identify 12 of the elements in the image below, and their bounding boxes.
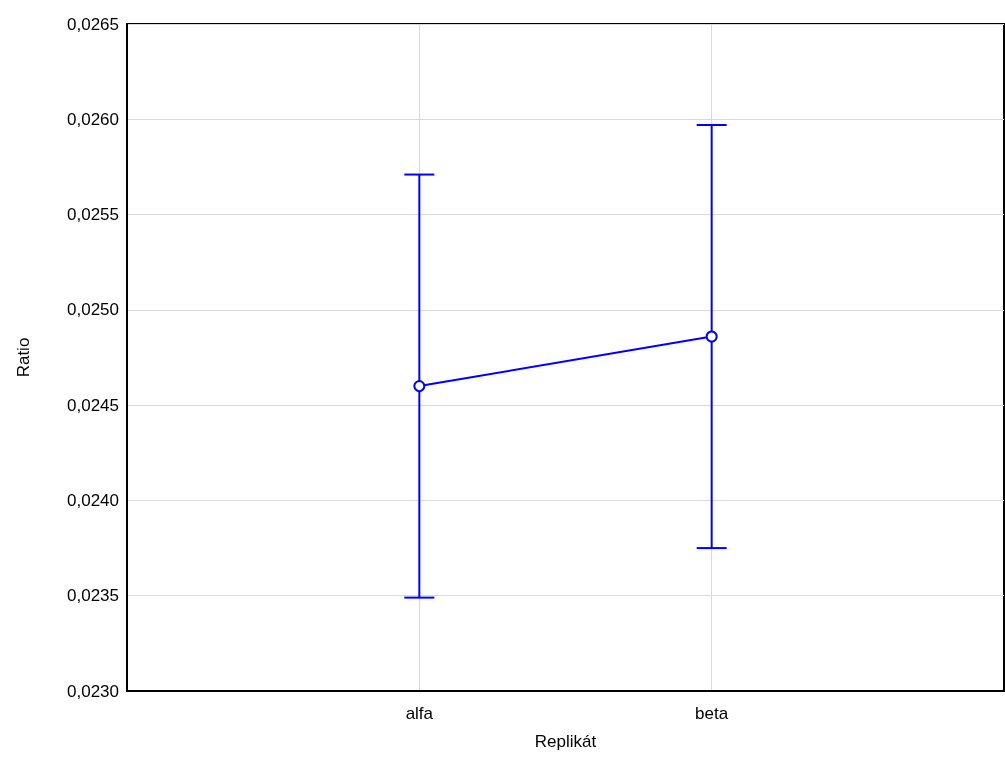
x-axis-title: Replikát <box>534 732 597 751</box>
y-tick-label: 0,0250 <box>67 300 119 320</box>
y-tick-label: 0,0245 <box>67 395 119 415</box>
y-tick-label: 0,0265 <box>67 14 119 34</box>
y-tick-label: 0,0260 <box>67 109 119 129</box>
y-axis-title: Ratio <box>14 337 33 378</box>
y-tick-label: 0,0255 <box>67 205 119 225</box>
x-tick-label: beta <box>695 704 729 723</box>
y-tick-label: 0,0240 <box>67 490 119 510</box>
y-tick-label: 0,0235 <box>67 586 119 606</box>
y-tick-label: 0,0230 <box>67 681 119 701</box>
x-tick-label: alfa <box>405 704 434 723</box>
